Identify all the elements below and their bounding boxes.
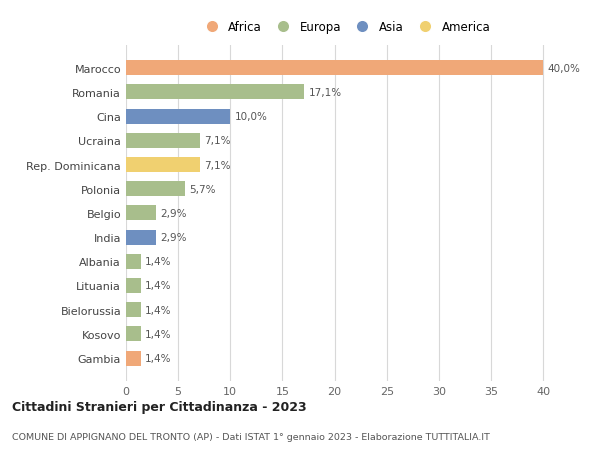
Text: COMUNE DI APPIGNANO DEL TRONTO (AP) - Dati ISTAT 1° gennaio 2023 - Elaborazione : COMUNE DI APPIGNANO DEL TRONTO (AP) - Da… (12, 431, 490, 441)
Bar (126, 302, 140, 318)
Text: Cittadini Stranieri per Cittadinanza - 2023: Cittadini Stranieri per Cittadinanza - 2… (12, 400, 307, 413)
Bar (126, 158, 200, 173)
Text: 2,9%: 2,9% (160, 233, 187, 242)
Bar (126, 230, 156, 245)
Bar (126, 61, 543, 76)
Text: 2,9%: 2,9% (160, 208, 187, 218)
Bar (126, 327, 140, 341)
Bar (126, 206, 156, 221)
Bar (126, 278, 140, 293)
Text: 7,1%: 7,1% (204, 160, 231, 170)
Text: 10,0%: 10,0% (235, 112, 268, 122)
Text: 40,0%: 40,0% (547, 64, 580, 73)
Text: 7,1%: 7,1% (204, 136, 231, 146)
Text: 1,4%: 1,4% (145, 281, 171, 291)
Bar (126, 182, 185, 197)
Legend: Africa, Europa, Asia, America: Africa, Europa, Asia, America (197, 18, 493, 36)
Text: 1,4%: 1,4% (145, 257, 171, 267)
Bar (126, 134, 200, 149)
Bar (126, 85, 304, 100)
Bar (126, 109, 230, 124)
Text: 17,1%: 17,1% (308, 88, 341, 98)
Text: 1,4%: 1,4% (145, 329, 171, 339)
Text: 1,4%: 1,4% (145, 305, 171, 315)
Text: 5,7%: 5,7% (190, 185, 216, 194)
Text: 1,4%: 1,4% (145, 353, 171, 363)
Bar (126, 254, 140, 269)
Bar (126, 351, 140, 366)
